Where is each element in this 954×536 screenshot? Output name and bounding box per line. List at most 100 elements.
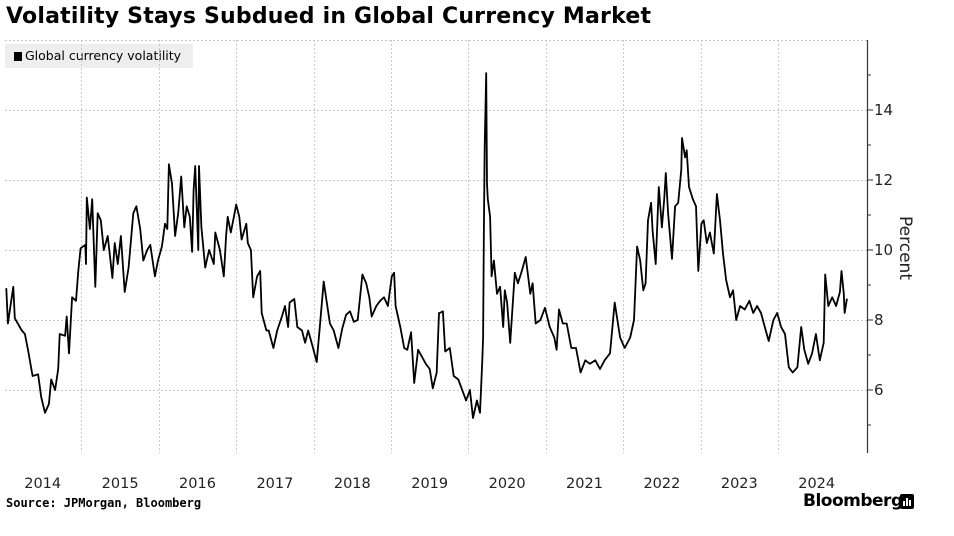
x-tick-label: 2017 — [256, 476, 293, 492]
data-point — [114, 242, 116, 244]
data-point — [319, 326, 321, 328]
data-point — [823, 342, 825, 344]
data-point — [719, 219, 721, 221]
data-point — [214, 231, 216, 234]
data-point — [194, 165, 196, 167]
data-point — [293, 298, 295, 300]
data-point — [139, 228, 141, 230]
y-tick-label: 10 — [874, 241, 893, 259]
data-point — [326, 301, 328, 304]
data-point — [784, 333, 786, 335]
data-point — [584, 359, 586, 361]
x-tick-label: 2023 — [721, 476, 758, 492]
data-point — [633, 319, 635, 321]
data-point — [223, 275, 225, 277]
data-point — [91, 198, 93, 200]
data-point — [835, 305, 837, 307]
data-point — [843, 293, 845, 295]
data-point — [213, 263, 215, 265]
data-point — [157, 259, 159, 262]
data-point — [509, 342, 511, 344]
legend: Global currency volatility — [5, 44, 193, 68]
data-point — [529, 293, 531, 295]
data-point — [365, 282, 367, 284]
data-point — [780, 326, 782, 328]
x-tick-label: 2014 — [24, 476, 61, 492]
data-point — [713, 252, 715, 255]
data-point — [197, 249, 199, 251]
data-point — [85, 263, 87, 265]
data-point — [472, 417, 474, 419]
x-tick-label: 2016 — [179, 476, 216, 492]
data-point — [395, 305, 397, 307]
data-point — [840, 270, 843, 272]
data-point — [839, 291, 841, 293]
data-point — [135, 205, 137, 207]
data-point — [764, 326, 766, 328]
data-point — [481, 359, 483, 361]
data-point — [650, 202, 652, 204]
data-point — [609, 352, 611, 354]
data-point — [732, 289, 734, 291]
data-point — [449, 347, 451, 349]
y-tick-label: 6 — [874, 381, 884, 399]
data-point — [624, 347, 626, 349]
data-point — [132, 212, 134, 214]
data-point — [44, 412, 46, 414]
data-point — [128, 266, 130, 269]
data-point — [544, 307, 546, 309]
source-note: Source: JPMorgan, Bloomberg — [6, 496, 202, 510]
data-point — [259, 270, 261, 272]
data-point — [831, 296, 833, 298]
data-point — [521, 270, 523, 272]
data-point — [517, 282, 519, 284]
data-point — [680, 168, 682, 171]
bloomberg-logo: Bloomberg — [803, 491, 903, 511]
data-point — [453, 375, 455, 377]
x-tick-label: 2018 — [334, 476, 371, 492]
data-point — [506, 301, 508, 304]
data-point — [665, 172, 667, 174]
series-layer — [5, 72, 848, 419]
data-point — [311, 343, 313, 346]
data-point — [800, 326, 802, 328]
data-point — [323, 280, 325, 283]
data-point — [379, 300, 381, 302]
data-point — [594, 359, 596, 361]
y-axis-title: Percent — [895, 216, 915, 280]
data-point — [103, 249, 105, 251]
data-point — [189, 216, 191, 218]
data-point — [575, 347, 577, 349]
data-point — [674, 205, 676, 207]
data-point — [410, 331, 412, 333]
data-point — [619, 336, 621, 339]
data-point — [729, 296, 731, 298]
data-point — [193, 189, 195, 192]
data-point — [469, 389, 471, 391]
data-point — [89, 228, 91, 230]
data-point — [399, 326, 401, 328]
data-point — [349, 310, 351, 312]
data-point — [120, 235, 122, 237]
data-point — [174, 235, 176, 237]
data-point — [393, 272, 395, 274]
data-point — [5, 287, 7, 290]
data-point — [230, 231, 232, 234]
data-point — [361, 273, 363, 276]
data-point — [499, 286, 501, 288]
data-point — [556, 349, 558, 351]
data-point — [639, 259, 641, 262]
data-point — [482, 336, 484, 339]
data-point — [97, 212, 99, 214]
data-point — [788, 366, 790, 368]
data-point — [177, 212, 179, 214]
data-point — [161, 245, 163, 248]
gridlines — [5, 40, 867, 453]
data-point — [479, 412, 481, 414]
data-point — [80, 247, 82, 249]
data-point — [353, 321, 355, 323]
data-point — [486, 182, 488, 185]
data-point — [68, 352, 70, 354]
data-point — [64, 335, 66, 337]
data-point — [566, 322, 568, 325]
